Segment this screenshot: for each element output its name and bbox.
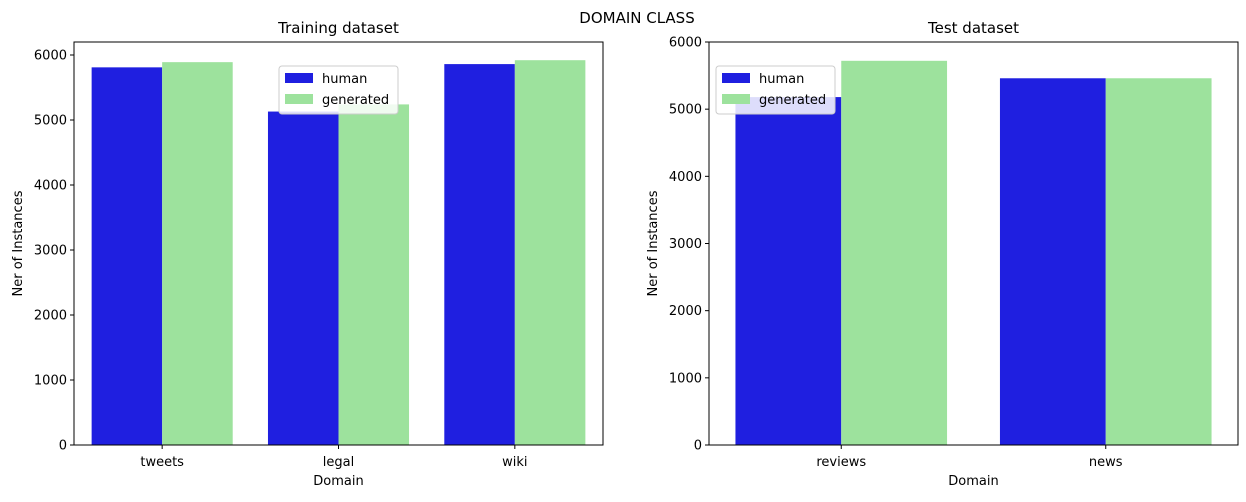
legend-label-generated: generated — [322, 93, 389, 108]
bar-human-wiki — [444, 64, 515, 445]
bar-human-tweets — [91, 67, 163, 445]
subplot-2: Test dataset reviews news 0 1000 2000 3000 4000… — [646, 19, 1239, 489]
legend-label-human: human — [759, 72, 804, 87]
bar-generated-reviews — [841, 60, 948, 445]
y-tick-label: 6000 — [669, 36, 702, 51]
legend-label-generated: generated — [759, 93, 826, 108]
y-tick-label: 4000 — [669, 170, 702, 185]
y-tick-label: 1000 — [34, 374, 67, 389]
legend-swatch-generated — [722, 94, 750, 104]
axes-frame — [73, 41, 604, 446]
legend-swatch-human — [722, 73, 750, 83]
y-tick-label: 2000 — [34, 309, 67, 324]
subplot-title: Training dataset — [277, 19, 399, 37]
x-tick-label: wiki — [502, 455, 527, 470]
bar-human-news — [999, 78, 1106, 446]
y-tick-label: 3000 — [34, 244, 67, 259]
x-tick-label: reviews — [816, 455, 866, 470]
y-tick-label: 0 — [694, 439, 702, 454]
bar-generated-news — [1105, 78, 1212, 446]
x-axis-label: Domain — [948, 474, 998, 489]
legend-swatch-human — [285, 73, 313, 83]
axes-frame — [708, 41, 1239, 446]
y-tick-label: 5000 — [34, 114, 67, 129]
bar-human-reviews — [735, 97, 842, 446]
legend-label-human: human — [322, 72, 367, 87]
bar-human-legal — [267, 111, 339, 446]
y-tick-label: 1000 — [669, 371, 702, 386]
y-tick-label: 6000 — [34, 49, 67, 64]
subplot-1: Training dataset tweets legal wiki 0 1000 2000… — [11, 19, 604, 489]
y-tick-label: 2000 — [669, 304, 702, 319]
x-tick-label: legal — [323, 455, 354, 470]
x-tick-label: tweets — [140, 455, 184, 470]
x-axis-label: Domain — [313, 474, 363, 489]
y-tick-label: 0 — [59, 439, 67, 454]
legend-swatch-generated — [285, 94, 313, 104]
y-axis-label: Ner of Instances — [646, 190, 661, 296]
bar-generated-tweets — [162, 62, 233, 446]
y-tick-label: 5000 — [669, 103, 702, 118]
bar-generated-legal — [338, 104, 410, 446]
bar-generated-wiki — [514, 60, 586, 445]
y-axis-label: Ner of Instances — [11, 190, 26, 296]
subplot-title: Test dataset — [927, 19, 1019, 37]
y-tick-label: 4000 — [34, 179, 67, 194]
legend: human generated — [278, 65, 399, 115]
legend: human generated — [715, 65, 836, 115]
x-tick-label: news — [1089, 455, 1123, 470]
y-tick-label: 3000 — [669, 237, 702, 252]
figure-title: DOMAIN CLASS — [579, 9, 694, 27]
